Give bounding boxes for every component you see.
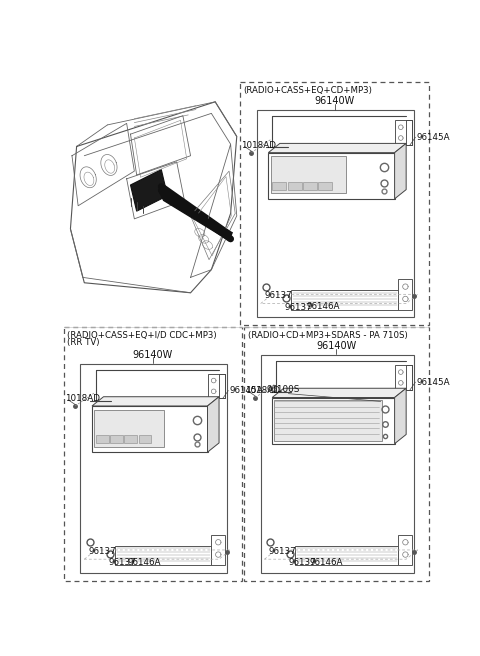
Text: 1018AD: 1018AD [65, 394, 100, 403]
Bar [318, 182, 332, 190]
Text: 96137: 96137 [264, 291, 292, 300]
Bar [275, 400, 382, 441]
Bar [92, 406, 207, 452]
Text: (RADIO+CASS+EQ+CD+MP3): (RADIO+CASS+EQ+CD+MP3) [244, 87, 372, 95]
Polygon shape [272, 388, 406, 398]
Polygon shape [395, 388, 406, 443]
Bar [295, 546, 398, 565]
Polygon shape [92, 397, 219, 406]
Bar [398, 279, 412, 310]
Text: 96140W: 96140W [316, 341, 357, 352]
Text: 96146A: 96146A [127, 558, 161, 567]
Bar [271, 157, 347, 194]
Text: 96145A: 96145A [416, 378, 450, 386]
Text: 96140W: 96140W [132, 350, 173, 359]
Text: 96145A: 96145A [416, 133, 450, 142]
Text: 96137: 96137 [285, 303, 312, 312]
Bar [288, 182, 301, 190]
Bar [115, 546, 211, 565]
Bar [272, 398, 395, 443]
Bar [124, 435, 137, 443]
Text: 96137: 96137 [288, 558, 316, 567]
Text: 1018AD: 1018AD [245, 386, 280, 395]
Text: 96100S: 96100S [267, 384, 300, 394]
Bar [208, 374, 219, 398]
Text: (RADIO+CASS+EQ+I/D CDC+MP3): (RADIO+CASS+EQ+I/D CDC+MP3) [67, 331, 217, 340]
Bar [268, 153, 395, 199]
Bar [303, 182, 317, 190]
Bar [63, 327, 242, 581]
Text: 96146A: 96146A [307, 302, 340, 311]
Text: 1018AD: 1018AD [241, 141, 276, 150]
Bar [110, 435, 123, 443]
Polygon shape [207, 397, 219, 452]
Text: 96137: 96137 [268, 547, 296, 556]
Text: 96145A: 96145A [229, 386, 263, 395]
Bar [261, 355, 414, 573]
Text: 96146A: 96146A [310, 558, 343, 567]
Text: (RADIO+CD+MP3+SDARS - PA 710S): (RADIO+CD+MP3+SDARS - PA 710S) [248, 331, 408, 340]
Bar [244, 327, 429, 581]
Bar [211, 535, 225, 565]
Polygon shape [160, 193, 232, 240]
Bar [139, 435, 151, 443]
Bar [81, 363, 227, 573]
Text: 96137: 96137 [108, 558, 136, 567]
Bar [396, 120, 406, 145]
Bar [96, 435, 108, 443]
Text: 96137: 96137 [88, 547, 116, 556]
Bar [398, 535, 412, 565]
Bar [257, 110, 414, 318]
Polygon shape [131, 170, 168, 211]
Bar [240, 82, 429, 325]
Bar [396, 365, 406, 390]
Polygon shape [268, 144, 406, 153]
Bar [272, 182, 286, 190]
Text: 96140W: 96140W [314, 96, 355, 106]
Bar [291, 291, 398, 310]
Bar [94, 410, 164, 447]
Polygon shape [395, 144, 406, 199]
Text: (RR TV): (RR TV) [67, 338, 100, 347]
